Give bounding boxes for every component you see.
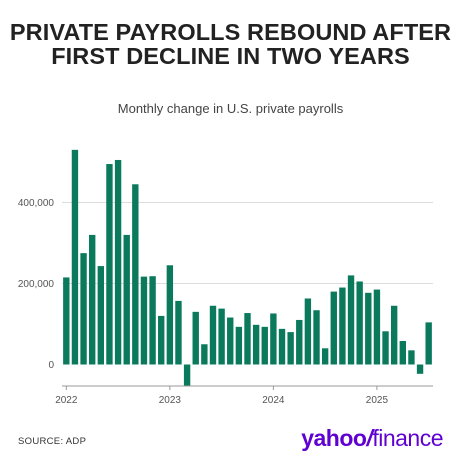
bar-chart: 0 200,000 400,000 2022 2023 2024 2025: [18, 149, 433, 406]
chart-subtitle: Monthly change in U.S. private payrolls: [117, 101, 344, 116]
bar-2023-06: [209, 305, 217, 365]
yahoo-finance-logo: yahoo/finance: [301, 425, 443, 452]
bar-2023-10: [244, 313, 251, 365]
bar-2023-11: [252, 324, 260, 365]
bar-2024-12: [365, 292, 372, 365]
bar-2022-01: [63, 277, 70, 365]
bar-2022-12: [158, 315, 165, 365]
x-tick-label: 2025: [366, 395, 389, 406]
bar-2022-07: [114, 159, 122, 365]
y-tick-label: 200,000: [18, 279, 55, 290]
bar-2024-07: [321, 348, 329, 365]
bar-2022-02: [71, 149, 79, 365]
bar-2025-03: [390, 305, 398, 365]
bar-2025-01: [373, 289, 381, 365]
bar-2024-04: [296, 319, 303, 365]
bars: [63, 149, 432, 386]
axes: 0 200,000 400,000 2022 2023 2024 2025: [18, 198, 433, 406]
bar-2023-03: [183, 364, 191, 386]
bar-2022-08: [123, 234, 130, 365]
source-note: SOURCE: ADP: [18, 436, 87, 447]
bar-2025-06: [416, 364, 424, 374]
bar-2024-02: [278, 328, 286, 365]
chart-title: PRIVATE PAYROLLS REBOUND AFTER FIRST DEC…: [9, 19, 452, 69]
bar-2024-06: [313, 310, 320, 365]
bar-2024-10: [347, 275, 355, 365]
bar-2024-05: [304, 298, 312, 365]
bar-2022-05: [97, 266, 105, 365]
bar-2024-11: [356, 281, 363, 365]
logo-finance: finance: [372, 425, 443, 451]
bar-2022-06: [106, 164, 113, 365]
logo-slash: /: [366, 425, 373, 451]
bar-2023-07: [218, 308, 225, 365]
bar-2024-08: [330, 291, 337, 365]
bar-2025-05: [408, 350, 415, 365]
y-tick-label: 0: [48, 360, 54, 371]
bar-2023-04: [192, 311, 199, 365]
y-tick-label: 400,000: [18, 198, 55, 209]
bar-2023-01: [166, 265, 174, 365]
x-tick-label: 2022: [55, 395, 78, 406]
logo-yahoo: yahoo: [301, 425, 367, 451]
x-tick-label: 2024: [262, 395, 285, 406]
bar-2024-09: [339, 287, 346, 365]
bar-2023-12: [261, 326, 268, 365]
bar-2025-02: [382, 331, 389, 365]
bar-2023-05: [201, 344, 208, 365]
bar-2025-07: [425, 322, 432, 365]
bar-2022-09: [132, 184, 139, 365]
x-tick-label: 2023: [159, 395, 182, 406]
bar-2022-04: [89, 234, 96, 365]
bar-2024-01: [270, 313, 277, 365]
bar-2022-11: [149, 276, 156, 365]
bar-2025-04: [399, 341, 406, 365]
bar-2022-10: [140, 276, 148, 365]
bar-2023-09: [235, 326, 243, 365]
bar-2024-03: [287, 332, 294, 365]
bar-2023-08: [227, 317, 234, 365]
bar-2022-03: [80, 253, 87, 365]
bar-2023-02: [175, 300, 182, 365]
